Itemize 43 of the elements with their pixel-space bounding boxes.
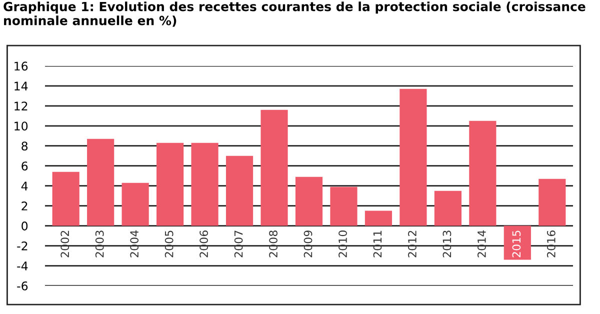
y-tick-label: -6 — [17, 281, 28, 290]
bar — [191, 142, 218, 226]
x-tick-label: 2011 — [373, 230, 382, 258]
bar — [295, 176, 323, 226]
bar — [400, 88, 427, 226]
x-tick-label: 2002 — [60, 230, 70, 258]
x-tick-label: 2012 — [408, 230, 416, 258]
x-tick-label: 2006 — [200, 230, 208, 258]
bar — [226, 156, 254, 226]
bar — [122, 182, 149, 226]
bar — [469, 120, 496, 226]
x-tick-label: 2005 — [164, 230, 174, 258]
bar — [330, 186, 358, 226]
x-tick-label: 2016 — [546, 230, 556, 258]
y-tick-label: 12 — [14, 102, 28, 110]
x-tick-label: 2015 — [512, 230, 521, 258]
x-tick-label: 2008 — [269, 230, 278, 258]
bar — [434, 190, 462, 226]
bar — [260, 110, 288, 226]
y-tick-label: -2 — [17, 242, 28, 250]
y-tick-label: -4 — [17, 262, 28, 270]
bar — [364, 210, 392, 226]
bar — [538, 178, 566, 226]
chart-title: Graphique 1: Evolution des recettes courantes de la protection sociale (croissance nominale annuelle en %) — [4, 2, 586, 27]
y-tick-label: 0 — [22, 222, 28, 230]
x-tick-label: 2004 — [130, 230, 139, 258]
x-tick-label: 2010 — [338, 230, 347, 258]
y-tick-label: 10 — [14, 122, 28, 131]
y-tick-label: 2 — [22, 202, 28, 210]
y-tick-label: 14 — [14, 82, 28, 90]
y-tick-label: 6 — [22, 162, 28, 170]
bar — [156, 142, 184, 226]
x-tick-label: 2013 — [442, 230, 452, 258]
bar — [52, 172, 80, 226]
bar — [87, 138, 114, 226]
x-tick-label: 2014 — [478, 230, 486, 258]
bar — [504, 226, 531, 260]
x-tick-label: 2007 — [234, 230, 243, 258]
x-tick-label: 2003 — [95, 230, 104, 258]
y-tick-label: 8 — [22, 142, 28, 151]
y-tick-label: 4 — [21, 182, 28, 190]
x-tick-label: 2009 — [304, 230, 312, 258]
y-tick-label: 16 — [14, 62, 28, 71]
